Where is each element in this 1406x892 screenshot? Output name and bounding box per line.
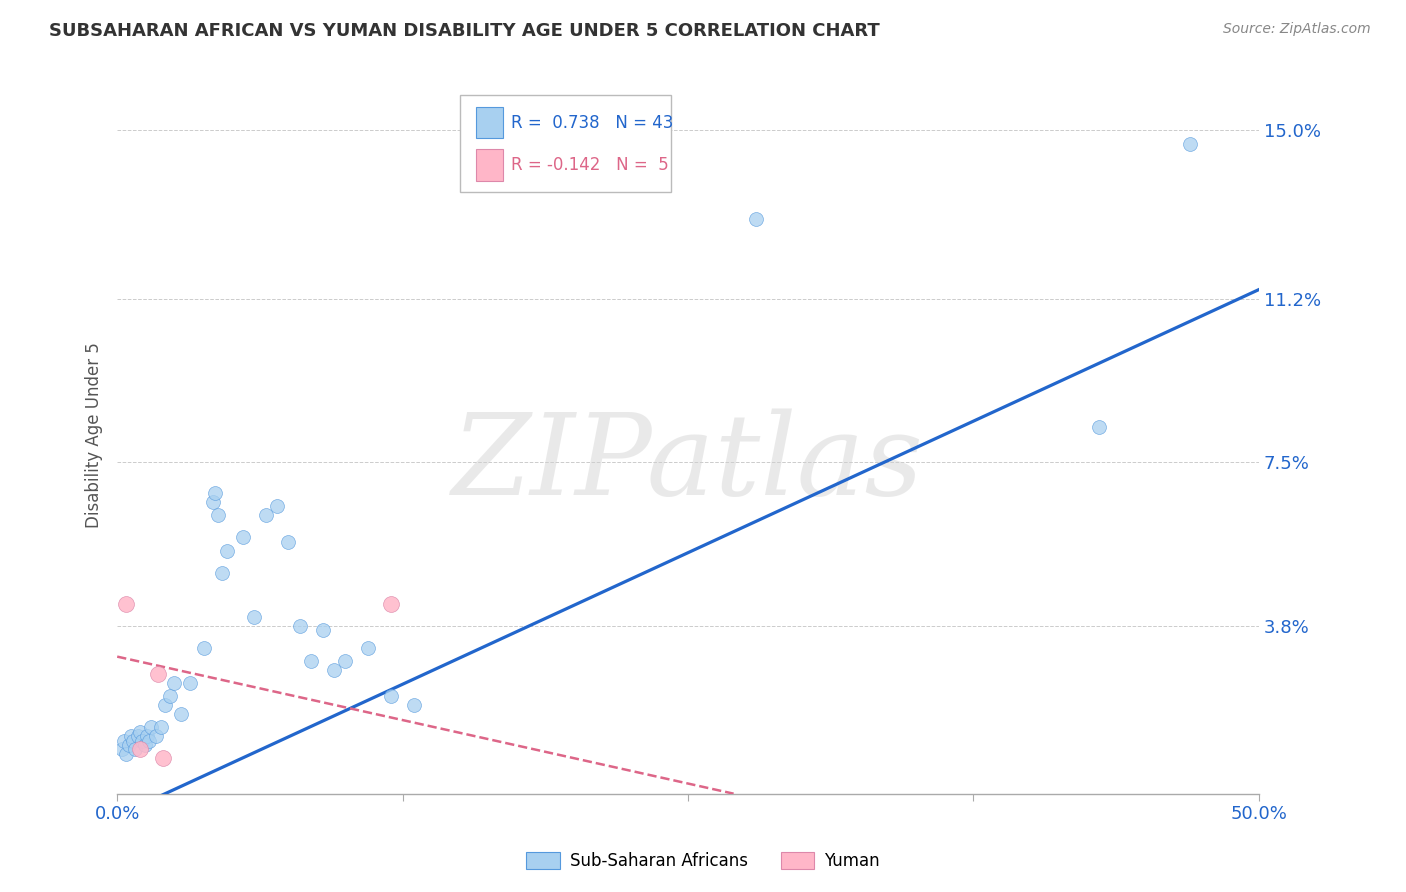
FancyBboxPatch shape [475,107,503,138]
Point [1180,136,1202,151]
Point [380,597,402,611]
Point [112,733,135,747]
Point [117,738,139,752]
Text: R = -0.142   N =  5: R = -0.142 N = 5 [510,156,669,174]
Point [277,534,299,549]
Point [152,751,174,765]
Point [745,211,768,226]
Legend: Sub-Saharan Africans, Yuman: Sub-Saharan Africans, Yuman [520,845,886,877]
Text: SUBSAHARAN AFRICAN VS YUMAN DISABILITY AGE UNDER 5 CORRELATION CHART: SUBSAHARAN AFRICAN VS YUMAN DISABILITY A… [49,22,880,40]
Point [120,729,142,743]
Point [138,733,160,747]
Point [266,500,288,514]
Text: R =  0.738   N = 43: R = 0.738 N = 43 [510,113,673,131]
Point [357,640,380,655]
Point [311,623,333,637]
Point [232,530,254,544]
Point [159,690,181,704]
Y-axis label: Disability Age Under 5: Disability Age Under 5 [86,343,103,528]
Point [122,733,145,747]
FancyBboxPatch shape [460,95,671,192]
Point [288,618,311,632]
Point [254,508,277,523]
Text: Source: ZipAtlas.com: Source: ZipAtlas.com [1223,22,1371,37]
Point [111,742,134,756]
Point [335,654,357,668]
Point [131,733,153,747]
Point [153,698,176,713]
Point [141,720,163,734]
Point [129,742,152,756]
Point [127,729,149,743]
Point [299,654,322,668]
Point [243,610,266,624]
Point [204,486,226,500]
Point [115,747,138,761]
Point [202,495,225,509]
Point [402,698,425,713]
Point [163,676,186,690]
Text: ZIPatlas: ZIPatlas [451,409,924,519]
Point [215,543,238,558]
Point [134,738,156,752]
Point [179,676,201,690]
Point [380,690,402,704]
Point [211,566,233,580]
Point [115,597,138,611]
Point [1088,419,1111,434]
Point [129,724,152,739]
Point [193,640,215,655]
Point [170,707,193,722]
FancyBboxPatch shape [475,149,503,180]
Point [207,508,229,523]
Point [149,720,172,734]
Point [124,742,146,756]
Point [323,663,346,677]
Point [145,729,167,743]
Point [135,729,157,743]
Point [148,667,170,681]
